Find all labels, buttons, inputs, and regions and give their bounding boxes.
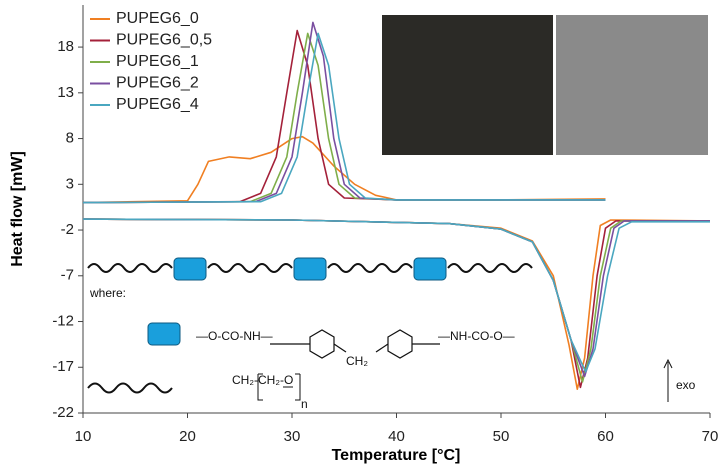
x-tick-label: 60 (597, 428, 614, 445)
annotation: n (301, 397, 308, 411)
y-tick-label: 3 (66, 175, 74, 192)
urethane-block (148, 323, 180, 345)
x-tick-label: 30 (284, 428, 301, 445)
y-tick-label: -17 (52, 358, 74, 375)
legend-label: PUPEG6_0 (116, 10, 199, 27)
x-tick-label: 40 (388, 428, 405, 445)
annotation: —O-CO-NH— (196, 329, 273, 343)
x-tick-label: 50 (493, 428, 510, 445)
legend-label: PUPEG6_1 (116, 53, 199, 70)
y-tick-label: -22 (52, 404, 74, 421)
annotation: CH₂ (346, 354, 368, 368)
annotation: where: (89, 286, 126, 300)
urethane-block (294, 258, 326, 280)
legend-label: PUPEG6_2 (116, 75, 199, 92)
micrograph-optical (382, 15, 553, 155)
legend-label: PUPEG6_0,5 (116, 32, 212, 49)
y-tick-label: 18 (57, 38, 74, 55)
y-tick-label: 13 (57, 84, 74, 101)
urethane-block (414, 258, 446, 280)
micrograph-sem (556, 15, 708, 155)
x-axis-label: Temperature [°C] (332, 447, 461, 464)
x-tick-label: 10 (75, 428, 92, 445)
annotation: exo (676, 378, 696, 392)
x-tick-label: 20 (179, 428, 196, 445)
annotation: —NH-CO-O— (438, 329, 515, 343)
y-tick-label: -12 (52, 312, 74, 329)
y-tick-label: 8 (66, 130, 74, 147)
x-tick-label: 70 (702, 428, 719, 445)
y-tick-label: -2 (61, 221, 74, 238)
y-tick-label: -7 (61, 267, 74, 284)
chart: Heat flow [mW] Temperature [°C] where: —… (0, 0, 723, 467)
urethane-block (174, 258, 206, 280)
annotation: CH₂-CH₂-O (232, 373, 293, 387)
y-axis-label: Heat flow [mW] (9, 151, 26, 267)
legend-label: PUPEG6_4 (116, 96, 199, 113)
